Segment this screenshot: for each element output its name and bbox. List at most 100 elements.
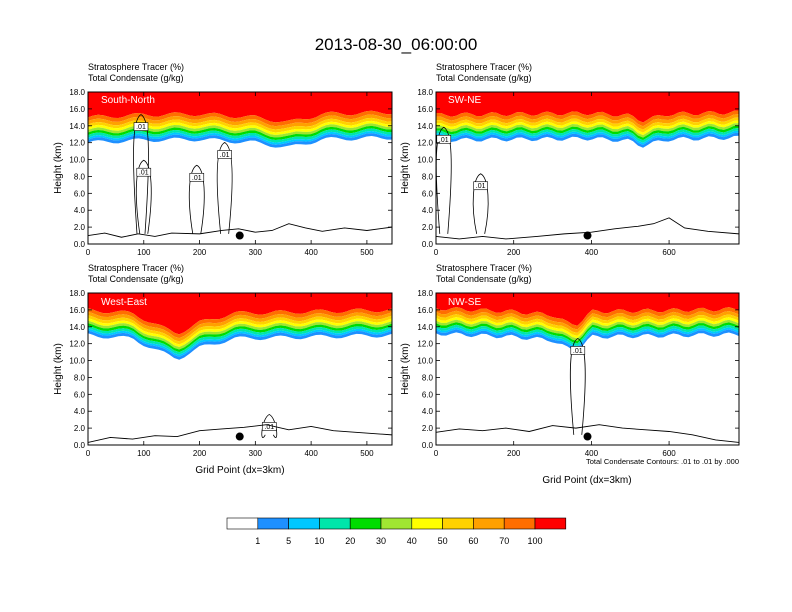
panel-header-line2: Total Condensate (g/kg) <box>436 73 532 83</box>
legend-swatch <box>503 517 536 530</box>
x-tick-label: 500 <box>360 248 374 257</box>
tracer-band-4 <box>436 125 739 141</box>
legend-tick-label: 60 <box>468 536 478 546</box>
terrain-line <box>88 424 392 443</box>
condensate-contour <box>472 173 489 234</box>
y-tick-label: 0.0 <box>74 240 86 249</box>
plot-frame <box>87 292 393 446</box>
contour-label: .01 <box>189 172 205 182</box>
contour-label-text: .01 <box>220 152 230 159</box>
x-axis-label: Grid Point (dx=3km) <box>542 475 631 486</box>
location-dot <box>235 231 244 240</box>
location-dot <box>235 432 244 441</box>
tracer-band-1 <box>436 132 739 148</box>
terrain-line <box>436 424 739 443</box>
tracer-band-1 <box>88 133 392 148</box>
panel-header-line2: Total Condensate (g/kg) <box>88 73 184 83</box>
tracer-band-5 <box>88 123 392 138</box>
tracer-band-9 <box>88 307 392 339</box>
plot-body: .01 .01 .01 .01 <box>88 92 392 240</box>
tracer-band-3 <box>436 324 739 346</box>
y-tick-label: 18.0 <box>417 88 433 97</box>
y-tick-label: 16.0 <box>69 105 85 114</box>
y-axis-label: Height (km) <box>53 343 64 395</box>
x-tick-label: 300 <box>249 449 263 458</box>
y-tick-label: 16.0 <box>417 306 433 315</box>
legend-swatch <box>226 517 259 530</box>
tracer-band-6 <box>88 120 392 135</box>
tracer-band-7 <box>436 314 739 336</box>
y-tick-label: 6.0 <box>422 390 434 399</box>
y-tick-label: 18.0 <box>69 88 85 97</box>
x-tick-label: 600 <box>662 248 676 257</box>
condensate-contour <box>216 142 233 234</box>
legend-swatch <box>442 517 474 530</box>
chart-area: .01 0.0 2.0 4.0 6.0 8.0 10.0 12.0 14.0 16.0 18.0 0 1… <box>69 289 393 458</box>
legend-swatch <box>534 517 567 530</box>
legend-tick-label: 50 <box>438 536 448 546</box>
panel-sw-ne: Stratosphere Tracer (%) Total Condensate… <box>400 62 740 257</box>
y-axis-label: Height (km) <box>53 142 64 194</box>
terrain-line <box>88 223 392 238</box>
tracer-band-7 <box>88 315 392 345</box>
x-tick-label: 200 <box>507 248 521 257</box>
y-tick-label: 6.0 <box>422 189 434 198</box>
contour-label: .01 <box>217 150 232 159</box>
plot-body: .01 <box>436 293 739 443</box>
y-tick-label: 4.0 <box>74 206 86 215</box>
y-tick-label: 16.0 <box>69 306 85 315</box>
contour-label-text: .01 <box>192 175 202 182</box>
tracer-band-5 <box>436 123 739 138</box>
tracer-band-4 <box>88 125 392 141</box>
y-tick-label: 10.0 <box>417 357 433 366</box>
terrain-line <box>436 217 739 240</box>
panel-header-line2: Total Condensate (g/kg) <box>88 274 184 284</box>
tracer-band-9 <box>436 306 739 330</box>
x-tick-label: 100 <box>137 248 151 257</box>
legend-tick-label: 70 <box>499 536 509 546</box>
y-tick-label: 0.0 <box>422 441 434 450</box>
legend-swatch <box>411 517 443 530</box>
y-tick-label: 12.0 <box>69 139 85 148</box>
x-tick-label: 200 <box>507 449 521 458</box>
location-dot <box>583 231 592 240</box>
x-axis-label: Grid Point (dx=3km) <box>195 465 284 476</box>
panel-nw-se: Stratosphere Tracer (%) Total Condensate… <box>400 263 740 486</box>
chart-area: .01 .01 0.0 2.0 4.0 6.0 8.0 10.0 12.0 14.0 16.0 18.… <box>417 88 740 257</box>
y-tick-label: 0.0 <box>422 240 434 249</box>
y-tick-label: 10.0 <box>69 357 85 366</box>
tracer-band-5 <box>436 319 739 341</box>
contour-label: .01 <box>261 422 277 431</box>
contour-label-text: .01 <box>439 137 449 144</box>
chart-area: .01 .01 .01 .01 0.0 2.0 4.0 6.0 8.0 10.0 12.0 14.0 1… <box>69 88 393 257</box>
tracer-band-100 <box>436 92 739 123</box>
plot-frame <box>435 91 740 245</box>
tracer-band-100 <box>88 92 392 123</box>
condensate-contour <box>436 126 452 234</box>
legend-tick-label: 10 <box>314 536 324 546</box>
panel-west-east: Stratosphere Tracer (%) Total Condensate… <box>53 263 393 476</box>
legend-swatch <box>380 517 413 530</box>
tracer-band-7 <box>88 117 392 133</box>
contour-label-text: .01 <box>476 183 486 190</box>
condensate-contour <box>135 159 152 234</box>
y-tick-label: 12.0 <box>417 139 433 148</box>
panel-header-line1: Stratosphere Tracer (%) <box>436 62 532 72</box>
tracer-band-100 <box>436 293 739 326</box>
panel-south-north: Stratosphere Tracer (%) Total Condensate… <box>53 62 393 257</box>
y-tick-label: 14.0 <box>69 122 85 131</box>
color-legend: 1 5 10 20 30 40 50 60 70 100 <box>226 517 567 546</box>
x-tick-label: 400 <box>304 449 318 458</box>
contour-label: .01 <box>133 122 149 131</box>
y-tick-label: 2.0 <box>422 223 434 232</box>
panel-header-line1: Stratosphere Tracer (%) <box>88 263 184 273</box>
y-tick-label: 4.0 <box>422 407 434 416</box>
x-tick-label: 200 <box>193 248 207 257</box>
location-dot <box>583 432 592 441</box>
y-axis-label: Height (km) <box>400 142 411 194</box>
x-tick-label: 400 <box>585 248 599 257</box>
legend-swatch <box>349 517 382 530</box>
tracer-band-8 <box>88 311 392 342</box>
tracer-band-3 <box>88 128 392 143</box>
plot-body: .01 .01 <box>436 92 739 240</box>
